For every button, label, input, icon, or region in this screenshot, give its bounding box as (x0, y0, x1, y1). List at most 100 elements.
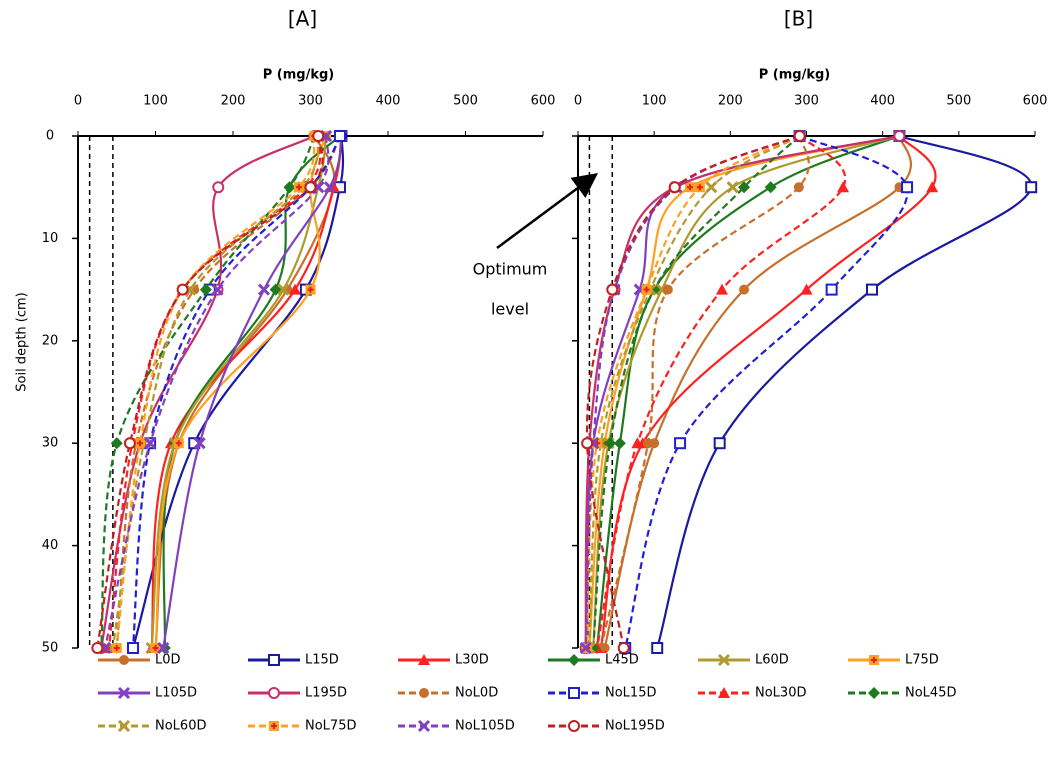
marker-shape (123, 437, 136, 450)
marker (269, 721, 279, 731)
series-line (586, 135, 801, 649)
marker (293, 182, 304, 193)
marker (641, 284, 652, 295)
marker (581, 437, 594, 450)
marker-shape (715, 283, 728, 295)
x-axis-label: P (mg/kg) (759, 68, 831, 83)
marker-shape (113, 645, 120, 651)
series-line (599, 135, 937, 649)
marker-shape (295, 184, 302, 191)
marker (110, 437, 123, 450)
series-line (584, 134, 801, 649)
legend-label: L75D (905, 653, 939, 668)
x-tick-label: 600 (1023, 94, 1048, 109)
series-line (624, 135, 909, 649)
marker (117, 686, 131, 700)
x-tick-label: 400 (376, 94, 401, 109)
x-tick-label: 300 (794, 94, 819, 109)
marker-shape (738, 181, 751, 194)
y-tick-label: 20 (42, 333, 59, 348)
marker (651, 642, 664, 654)
x-tick-label: 100 (143, 94, 168, 109)
marker (866, 283, 879, 296)
marker (283, 181, 296, 194)
series-line (592, 135, 801, 649)
marker (869, 655, 879, 665)
marker-shape (837, 181, 850, 193)
x-tick-label: 0 (74, 94, 82, 109)
marker-shape (271, 723, 277, 729)
marker (793, 182, 804, 193)
marker-shape (333, 130, 346, 142)
x-tick-label: 500 (946, 94, 971, 109)
marker (717, 653, 731, 667)
series-line (104, 135, 330, 649)
marker-shape (419, 688, 429, 698)
marker-shape (606, 283, 619, 296)
marker (579, 641, 592, 655)
marker-shape (800, 283, 813, 295)
marker-shape (257, 283, 271, 296)
marker (212, 181, 225, 194)
marker (800, 283, 813, 295)
marker-shape (926, 181, 939, 193)
series-line (588, 134, 900, 649)
marker-shape (117, 719, 131, 733)
marker-shape (277, 283, 290, 296)
marker (643, 438, 654, 449)
y-axis-label: Soil depth (cm) (15, 292, 30, 392)
marker (123, 437, 136, 450)
marker (1025, 181, 1038, 194)
marker-shape (307, 286, 314, 293)
marker (305, 284, 316, 295)
marker (312, 130, 325, 142)
marker (257, 283, 271, 296)
marker-shape (212, 181, 225, 194)
legend-label: NoL15D (605, 686, 656, 701)
marker (304, 181, 317, 194)
marker (417, 719, 431, 733)
marker (135, 438, 145, 449)
marker (764, 181, 777, 194)
legend-label: NoL0D (455, 686, 498, 701)
marker (901, 181, 914, 194)
marker-shape (211, 283, 224, 296)
series-line (96, 135, 324, 649)
marker-shape (893, 130, 906, 142)
marker-shape (603, 437, 616, 450)
marker-shape (568, 687, 580, 699)
marker-shape (418, 654, 430, 665)
marker (176, 283, 189, 296)
marker-shape (417, 719, 431, 733)
marker (419, 688, 429, 698)
marker-shape (696, 184, 703, 191)
marker-shape (176, 283, 189, 296)
annotation: level (491, 300, 529, 319)
marker-shape (289, 283, 301, 295)
marker-shape (718, 687, 730, 698)
legend-label: NoL30D (755, 686, 806, 701)
marker (668, 181, 681, 194)
legend-label: L60D (755, 653, 789, 668)
legend-label: L195D (305, 686, 347, 701)
marker-shape (283, 181, 296, 194)
marker (91, 642, 104, 654)
series-line (154, 135, 328, 649)
marker-shape (825, 283, 838, 296)
chart-title: [B] (784, 7, 813, 31)
marker-shape (110, 437, 123, 450)
marker (418, 654, 430, 665)
marker (684, 182, 695, 193)
marker-shape (739, 284, 750, 295)
legend-label: NoL75D (305, 719, 356, 734)
marker-shape (713, 437, 726, 450)
marker (726, 181, 739, 194)
marker-shape (617, 642, 630, 654)
marker-shape (127, 642, 140, 654)
x-tick-label: 400 (870, 94, 895, 109)
marker (739, 284, 750, 295)
series-line (162, 135, 343, 649)
annotation-arrow (496, 173, 599, 250)
marker (268, 687, 280, 699)
marker-shape (199, 283, 212, 296)
